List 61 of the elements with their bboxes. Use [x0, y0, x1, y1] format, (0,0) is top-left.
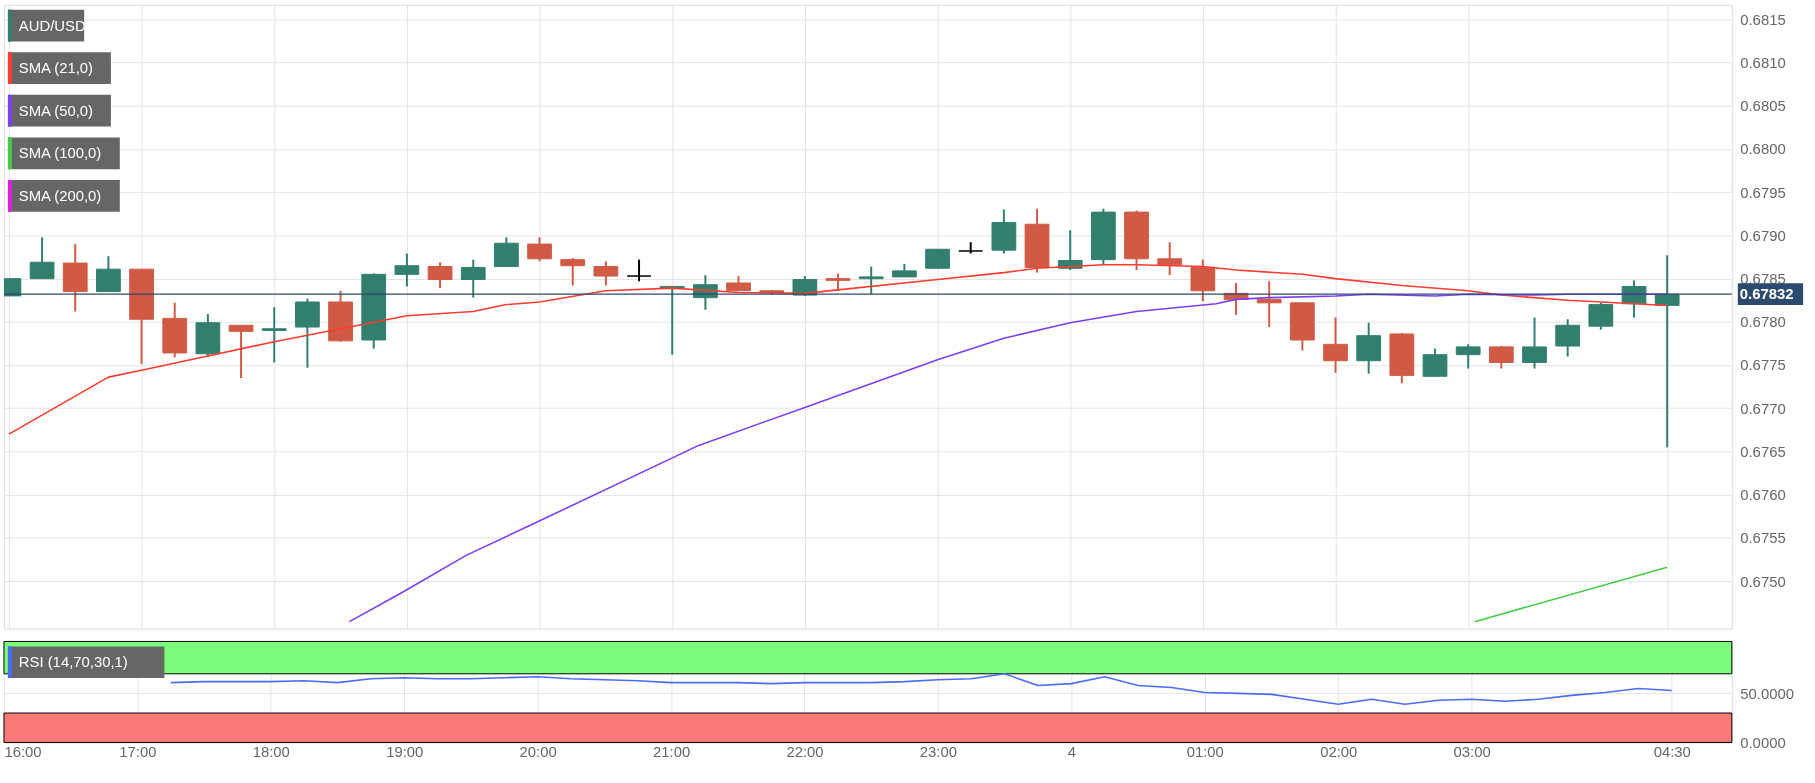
y-tick-label: 0.6790 [1740, 227, 1786, 244]
candlestick [858, 265, 884, 296]
x-tick-label: 21:00 [653, 743, 691, 760]
y-tick-label: 0.6775 [1740, 357, 1786, 374]
candlestick [626, 258, 652, 283]
candlestick [1488, 345, 1514, 370]
y-tick-label: 0.6800 [1740, 141, 1786, 158]
legend-label: SMA (21,0) [18, 60, 94, 77]
y-tick-label: 0.0000 [1740, 734, 1786, 751]
x-tick-label: 18:00 [252, 743, 290, 760]
legend-label: SMA (200,0) [18, 187, 102, 204]
x-tick-label: 23:00 [919, 743, 958, 760]
candlestick [96, 255, 121, 293]
y-tick-label: 0.6770 [1740, 400, 1786, 417]
y-tick-label: 0.6815 [1740, 11, 1786, 28]
x-tick-label: 19:00 [386, 743, 424, 760]
y-tick-label: 0.6780 [1740, 314, 1786, 331]
y-tick-label: 0.6785 [1740, 271, 1786, 288]
x-tick-label: 17:00 [119, 743, 157, 760]
y-tick-label: 0.6795 [1740, 184, 1786, 201]
candlestick [394, 252, 420, 288]
y-tick-label: 0.6760 [1740, 487, 1786, 504]
x-tick-label: 02:00 [1320, 743, 1358, 760]
candlestick [527, 236, 552, 263]
candlestick [494, 236, 519, 268]
x-tick-label: 01:00 [1186, 743, 1224, 760]
y-tick-label: 50.0000 [1740, 685, 1794, 702]
candlestick [593, 260, 619, 287]
candlestick [228, 324, 254, 379]
candlestick [1455, 343, 1481, 370]
candlestick [925, 248, 950, 270]
legend-label: SMA (50,0) [18, 102, 94, 119]
legend-label: RSI (14,70,30,1) [18, 654, 128, 671]
candlestick [1323, 316, 1348, 374]
candlestick [1190, 258, 1216, 303]
candlestick [1422, 347, 1448, 378]
line-series [169, 673, 1673, 705]
ref-line-label: 0.67832 [1739, 286, 1794, 303]
y-tick-label: 0.6755 [1740, 530, 1786, 547]
candlestick [427, 261, 453, 290]
candlestick [29, 236, 55, 280]
candlestick [1588, 301, 1614, 331]
candlestick [1157, 241, 1183, 277]
candlestick [560, 256, 586, 287]
candlestick [261, 306, 287, 364]
y-tick-label: 0.6765 [1740, 443, 1786, 460]
candlestick [1555, 318, 1581, 358]
y-tick-label: 0.6810 [1740, 55, 1786, 72]
candlestick [460, 258, 486, 299]
candlestick [1522, 316, 1547, 370]
x-tick-label: 16:00 [4, 743, 42, 760]
x-tick-label: 4 [1067, 743, 1076, 760]
x-tick-label: 03:00 [1453, 743, 1491, 760]
x-tick-label: 22:00 [786, 743, 824, 760]
y-tick-label: 0.6750 [1740, 573, 1786, 590]
x-tick-label: 20:00 [519, 743, 557, 760]
y-tick-label: 0.6805 [1740, 98, 1786, 115]
candlestick [1256, 280, 1282, 329]
candlestick [958, 241, 984, 255]
x-tick-label: 04:30 [1653, 743, 1691, 760]
legend-label: SMA (100,0) [18, 145, 102, 162]
